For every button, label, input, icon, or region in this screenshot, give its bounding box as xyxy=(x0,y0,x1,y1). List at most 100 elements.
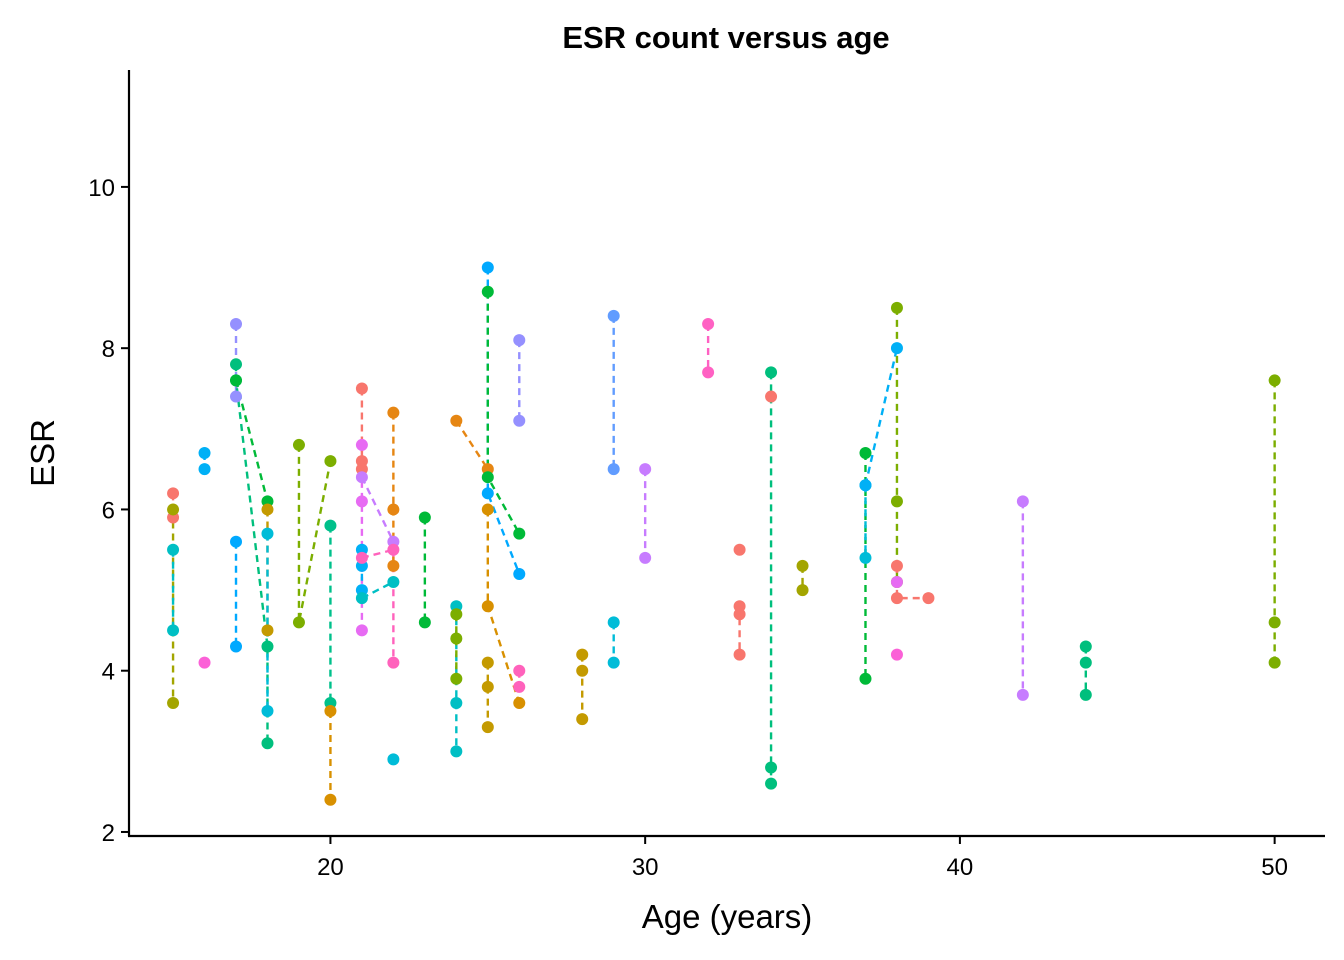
data-point xyxy=(765,777,778,790)
data-point xyxy=(639,463,652,476)
data-point xyxy=(355,592,368,605)
data-point xyxy=(261,624,274,637)
data-point xyxy=(261,503,274,516)
data-point xyxy=(607,309,620,322)
data-point xyxy=(450,414,463,427)
data-point xyxy=(198,463,211,476)
data-point xyxy=(481,487,494,500)
x-axis-label: Age (years) xyxy=(642,898,813,935)
data-point xyxy=(450,632,463,645)
data-point xyxy=(261,737,274,750)
data-point xyxy=(890,592,903,605)
data-point xyxy=(1016,688,1029,701)
data-point xyxy=(167,543,180,556)
data-point xyxy=(859,479,872,492)
data-point xyxy=(167,624,180,637)
data-point xyxy=(796,584,809,597)
data-point xyxy=(513,414,526,427)
data-point xyxy=(261,640,274,653)
data-point xyxy=(576,664,589,677)
data-point xyxy=(167,696,180,709)
data-point xyxy=(167,487,180,500)
data-point xyxy=(890,559,903,572)
data-point xyxy=(1268,616,1281,629)
series-line xyxy=(486,291,521,535)
x-tick-label: 40 xyxy=(947,854,974,881)
data-point xyxy=(481,680,494,693)
data-point xyxy=(481,503,494,516)
data-point xyxy=(355,471,368,484)
data-point xyxy=(513,680,526,693)
data-point xyxy=(292,438,305,451)
data-point xyxy=(324,455,337,468)
data-point xyxy=(450,608,463,621)
data-point xyxy=(230,317,243,330)
data-point xyxy=(481,261,494,274)
data-point xyxy=(167,503,180,516)
series-line xyxy=(455,420,489,470)
data-point xyxy=(890,648,903,661)
data-point xyxy=(324,705,337,718)
data-point xyxy=(450,696,463,709)
x-tick-label: 50 xyxy=(1261,854,1288,881)
data-point xyxy=(324,793,337,806)
data-point xyxy=(733,608,746,621)
data-point xyxy=(387,753,400,766)
data-point xyxy=(230,358,243,371)
data-point xyxy=(859,551,872,564)
data-point xyxy=(513,334,526,347)
data-point xyxy=(261,705,274,718)
data-point xyxy=(450,745,463,758)
data-point xyxy=(355,551,368,564)
data-point xyxy=(513,567,526,580)
data-point xyxy=(922,592,935,605)
data-point xyxy=(387,406,400,419)
data-point xyxy=(261,527,274,540)
data-point xyxy=(513,527,526,540)
data-point xyxy=(198,656,211,669)
data-point xyxy=(765,761,778,774)
y-axis-ticks: 2 4 6 8 10 xyxy=(88,175,129,847)
data-point xyxy=(230,390,243,403)
data-point xyxy=(450,672,463,685)
y-tick-label: 8 xyxy=(102,336,115,363)
data-point xyxy=(890,301,903,314)
data-point xyxy=(387,559,400,572)
data-point xyxy=(355,438,368,451)
data-point xyxy=(481,656,494,669)
y-tick-label: 4 xyxy=(102,659,115,686)
series-line xyxy=(234,380,269,502)
data-point xyxy=(1079,640,1092,653)
data-point xyxy=(639,551,652,564)
data-point xyxy=(796,559,809,572)
data-point xyxy=(859,672,872,685)
data-point xyxy=(890,342,903,355)
data-point xyxy=(1079,688,1092,701)
data-point xyxy=(292,616,305,629)
series-line xyxy=(895,565,929,600)
x-tick-label: 30 xyxy=(632,854,659,881)
data-point xyxy=(481,285,494,298)
data-point xyxy=(355,495,368,508)
series-line xyxy=(297,444,332,623)
plot-area xyxy=(167,261,1281,806)
data-point xyxy=(355,624,368,637)
data-point xyxy=(387,656,400,669)
series-line xyxy=(234,364,269,744)
data-point xyxy=(576,648,589,661)
data-point xyxy=(1268,374,1281,387)
data-point xyxy=(859,447,872,459)
data-point xyxy=(1079,656,1092,669)
x-tick-label: 20 xyxy=(317,854,344,881)
data-point xyxy=(702,317,715,330)
data-point xyxy=(733,543,746,556)
y-tick-label: 10 xyxy=(88,175,115,202)
data-point xyxy=(890,576,903,589)
data-point xyxy=(481,721,494,734)
data-point xyxy=(355,382,368,395)
data-point xyxy=(765,390,778,403)
data-point xyxy=(1016,495,1029,508)
data-point xyxy=(230,640,243,653)
data-point xyxy=(198,447,211,459)
